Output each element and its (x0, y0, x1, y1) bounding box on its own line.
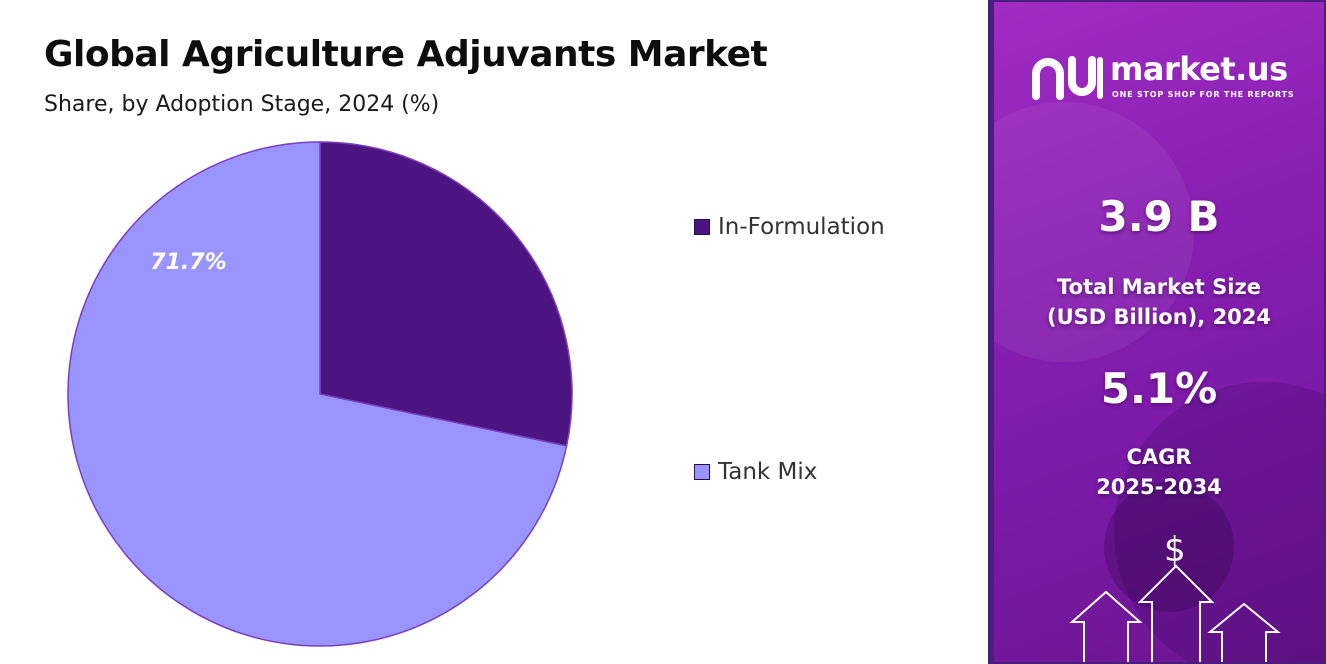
brand-logo: market.us ONE STOP SHOP FOR THE REPORTS (1032, 50, 1304, 110)
chart-panel: Global Agriculture Adjuvants Market Shar… (44, 34, 885, 647)
chart-subtitle: Share, by Adoption Stage, 2024 (%) (44, 92, 440, 117)
chart-title: Global Agriculture Adjuvants Market (44, 34, 768, 75)
pie-chart: 71.7% (67, 141, 573, 647)
up-arrows-icon (1069, 564, 1281, 662)
panel-divider (988, 0, 994, 664)
brand-name: market.us (1110, 50, 1288, 88)
dollar-icon: $ (1164, 530, 1186, 570)
market-size-label: Total Market Size (USD Billion), 2024 (1046, 275, 1272, 329)
pie-slice-in-formulation (319, 141, 573, 447)
legend-swatch (694, 464, 710, 480)
pie-slice-tank-mix (67, 141, 568, 647)
legend-swatch (694, 219, 710, 235)
brand-tagline: ONE STOP SHOP FOR THE REPORTS (1112, 90, 1295, 99)
legend-item: Tank Mix (694, 459, 817, 485)
market-us-logo-icon (1032, 56, 1103, 100)
legend-item: In-Formulation (694, 214, 885, 240)
cagr-value: 5.1% (1100, 364, 1218, 413)
cagr-label: CAGR 2025-2034 (1096, 445, 1222, 499)
pie-data-label: 71.7% (150, 250, 226, 275)
market-size-value: 3.9 B (1098, 192, 1220, 241)
legend-label: Tank Mix (718, 459, 818, 485)
background-decoration (994, 102, 1194, 362)
stats-panel: market.us ONE STOP SHOP FOR THE REPORTS … (994, 2, 1324, 662)
legend-label: In-Formulation (718, 214, 885, 240)
background-decoration (1104, 482, 1234, 612)
